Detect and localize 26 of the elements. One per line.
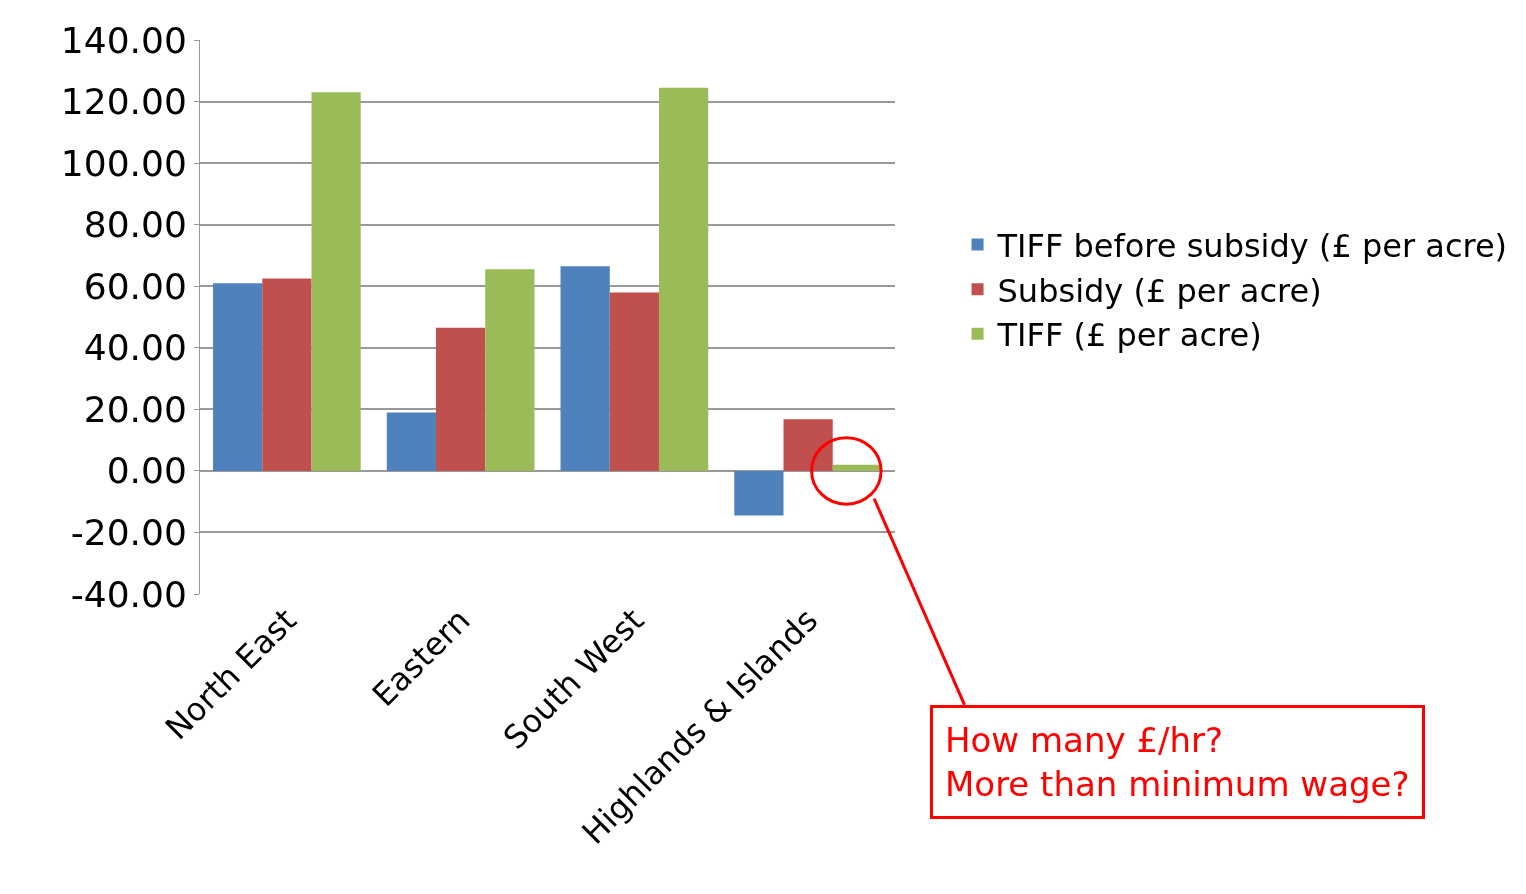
y-tick-label: 60.00 <box>83 265 187 307</box>
bar <box>832 464 882 471</box>
y-tick-label: 120.00 <box>60 81 187 123</box>
legend-label: TIFF (£ per acre) <box>996 316 1262 355</box>
y-tick-label: 0.00 <box>106 450 187 492</box>
text: How many £/hr? More than minimum wage? <box>945 720 1410 805</box>
y-tick-label: -40.00 <box>70 573 187 615</box>
bar <box>436 327 486 471</box>
bar <box>386 412 437 471</box>
bar <box>658 87 709 471</box>
legend-label: Subsidy (£ per acre) <box>997 271 1322 310</box>
y-tick-label: 140.00 <box>60 19 187 61</box>
bar <box>311 92 361 471</box>
legend-label: TIFF before subsidy (£ per acre) <box>996 227 1508 266</box>
bar <box>734 470 784 516</box>
bar <box>485 269 535 471</box>
y-tick-label: 80.00 <box>83 204 187 246</box>
y-tick-label: -20.00 <box>70 512 187 554</box>
bar <box>609 292 659 471</box>
y-tick-label: 40.00 <box>83 327 187 369</box>
bar <box>213 283 263 471</box>
bar <box>262 278 312 471</box>
y-tick-label: 100.00 <box>60 142 187 184</box>
bar <box>783 419 833 471</box>
y-tick-label: 20.00 <box>83 388 187 430</box>
bar <box>560 266 610 471</box>
